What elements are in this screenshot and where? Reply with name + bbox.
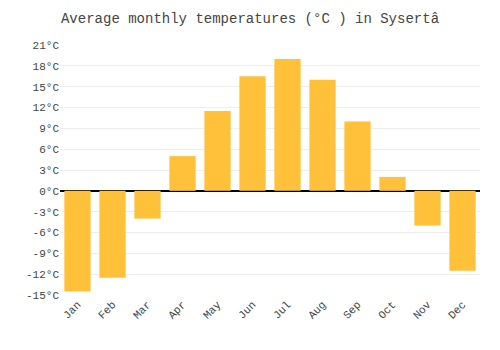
- svg-text:15°C: 15°C: [33, 82, 60, 94]
- svg-text:12°C: 12°C: [33, 102, 60, 114]
- svg-text:-12°C: -12°C: [26, 269, 59, 281]
- svg-text:-15°C: -15°C: [26, 290, 59, 302]
- svg-text:Sep: Sep: [341, 299, 363, 321]
- svg-text:May: May: [201, 299, 224, 322]
- svg-text:-9°C: -9°C: [33, 248, 60, 260]
- svg-text:Jan: Jan: [61, 299, 83, 321]
- svg-text:-6°C: -6°C: [33, 227, 60, 239]
- svg-text:Dec: Dec: [446, 299, 468, 321]
- svg-text:Jun: Jun: [236, 299, 258, 321]
- svg-text:Average monthly temperatures (: Average monthly temperatures (°C ) in Sy…: [61, 11, 439, 27]
- svg-text:Oct: Oct: [376, 299, 398, 321]
- svg-text:18°C: 18°C: [33, 61, 60, 73]
- svg-text:Mar: Mar: [131, 299, 153, 321]
- svg-text:Aug: Aug: [306, 299, 328, 321]
- svg-text:6°C: 6°C: [39, 144, 59, 156]
- svg-text:Jul: Jul: [271, 299, 293, 321]
- svg-text:-3°C: -3°C: [33, 207, 60, 219]
- svg-text:21°C: 21°C: [33, 40, 60, 52]
- svg-text:Feb: Feb: [96, 299, 118, 321]
- svg-text:0°C: 0°C: [39, 186, 59, 198]
- svg-text:9°C: 9°C: [39, 123, 59, 135]
- svg-text:3°C: 3°C: [39, 165, 59, 177]
- svg-text:Nov: Nov: [411, 299, 434, 322]
- svg-text:Apr: Apr: [166, 299, 188, 321]
